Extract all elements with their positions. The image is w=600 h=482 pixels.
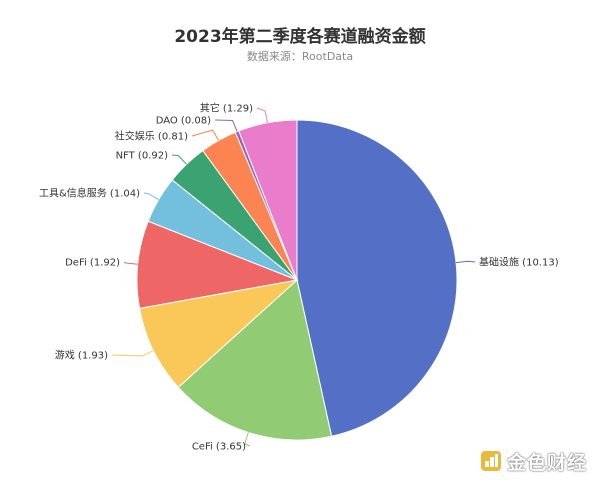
leader-line-5 — [143, 192, 159, 201]
watermark-text: 金色财经 — [507, 451, 588, 474]
leader-line-6 — [171, 154, 187, 165]
pie-labels: 基础设施 (10.13) CeFi (3.65) 游戏 (1.93) DeFi (1.… — [39, 102, 559, 453]
slice-label-9: 其它 (1.29) — [200, 102, 253, 115]
pie-slices — [136, 119, 458, 441]
slice-label-5: 工具&信息服务 (1.04) — [39, 187, 140, 200]
slice-label-2: CeFi (3.65) — [192, 442, 246, 453]
jinse-logo-icon — [481, 451, 501, 471]
pie-slice-1[interactable] — [296, 119, 458, 437]
slice-label-8: DAO (0.08) — [156, 116, 211, 127]
watermark: 金色财经 — [480, 446, 587, 476]
leader-line-2 — [244, 432, 251, 447]
leader-line-1 — [456, 260, 476, 264]
pie-slice-4[interactable] — [136, 220, 299, 309]
slice-label-1: 基础设施 (10.13) — [479, 256, 559, 269]
slice-label-7: 社交娱乐 (0.81) — [115, 130, 188, 143]
slice-label-3: 游戏 (1.93) — [55, 349, 108, 362]
leader-line-9 — [256, 107, 268, 123]
pie-slice-3[interactable] — [138, 279, 299, 389]
chart-title: 2023年第二季度各赛道融资金额 — [174, 27, 426, 47]
slice-label-4: DeFi (1.92) — [65, 258, 120, 269]
leader-line-3 — [111, 350, 154, 357]
leader-line-8 — [214, 119, 238, 132]
leader-line-4 — [123, 261, 138, 265]
chart-subtitle: 数据来源：RootData — [246, 50, 354, 63]
slice-label-6: NFT (0.92) — [116, 151, 169, 162]
leader-line-7 — [191, 129, 220, 141]
